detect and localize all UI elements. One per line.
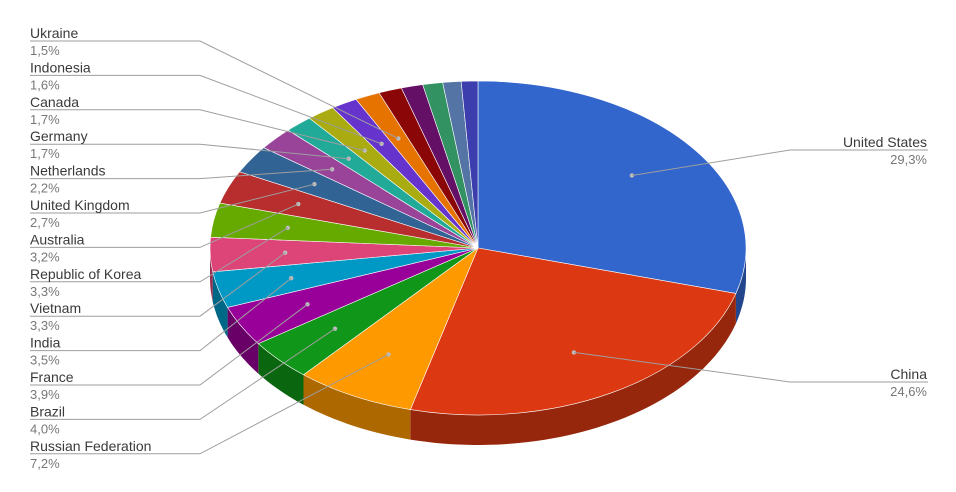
slice-value-germany: 1,7% — [30, 146, 60, 161]
pie-side-united-states — [735, 248, 746, 324]
slice-label-ukraine: Ukraine — [30, 25, 78, 41]
pie-side-india — [212, 271, 228, 338]
slice-value-india: 3,5% — [30, 353, 60, 368]
slice-label-germany: Germany — [30, 128, 88, 144]
leader-line-indonesia — [30, 74, 382, 145]
leader-line-netherlands — [30, 168, 333, 180]
pie-slice-china — [409, 247, 737, 416]
pie-slice-russian-federation — [302, 247, 479, 410]
slice-label-united-kingdom: United Kingdom — [30, 197, 130, 213]
slice-label-united-states: United States — [843, 134, 927, 150]
slice-label-australia: Australia — [30, 231, 85, 247]
slice-label-netherlands: Netherlands — [30, 163, 106, 179]
pie-side-france — [227, 307, 259, 374]
leader-line-russian-federation — [30, 354, 389, 455]
slice-value-australia: 3,2% — [30, 249, 60, 264]
slice-value-china: 24,6% — [890, 384, 927, 399]
leader-line-canada — [30, 109, 365, 152]
slice-label-brazil: Brazil — [30, 403, 65, 419]
leader-line-india — [30, 277, 292, 352]
leader-line-france — [30, 303, 308, 386]
slice-label-vietnam: Vietnam — [30, 300, 81, 316]
pie-depth-group — [210, 248, 746, 445]
leader-line-united-states — [631, 149, 928, 176]
slice-value-united-states: 29,3% — [890, 152, 927, 167]
slice-value-france: 3,9% — [30, 387, 60, 402]
pie-side-russian-federation — [303, 374, 411, 440]
slice-label-russian-federation: Russian Federation — [30, 438, 151, 454]
pie-slices-group — [209, 80, 747, 416]
slice-value-brazil: 4,0% — [30, 421, 60, 436]
slice-value-united-kingdom: 2,7% — [30, 215, 60, 230]
leader-line-ukraine — [30, 40, 399, 139]
leader-line-china — [573, 351, 928, 383]
slice-label-canada: Canada — [30, 94, 79, 110]
pie-side-brazil — [258, 343, 304, 405]
pie-slice-other-19 — [460, 80, 479, 249]
leader-line-united-kingdom — [30, 183, 315, 214]
slice-value-indonesia: 1,6% — [30, 77, 60, 92]
leader-line-vietnam — [30, 252, 286, 317]
slice-value-canada: 1,7% — [30, 112, 60, 127]
leader-line-germany — [30, 143, 349, 160]
labels-group: United States 29,3% China 24,6% Russian Fede… — [30, 25, 927, 471]
slice-label-indonesia: Indonesia — [30, 59, 91, 75]
slice-value-russian-federation: 7,2% — [30, 456, 60, 471]
slice-value-vietnam: 3,3% — [30, 318, 60, 333]
slice-label-france: France — [30, 369, 74, 385]
slice-value-ukraine: 1,5% — [30, 43, 60, 58]
slice-label-republic-of-korea: Republic of Korea — [30, 266, 142, 282]
slice-label-china: China — [890, 366, 927, 382]
pie-slice-united-states — [477, 80, 747, 294]
leader-lines-group — [30, 40, 928, 455]
pie-side-china — [410, 293, 736, 445]
leader-line-republic-of-korea — [30, 227, 289, 283]
label-anchor-dot-china — [571, 350, 577, 355]
slice-value-netherlands: 2,2% — [30, 181, 60, 196]
slice-value-republic-of-korea: 3,3% — [30, 284, 60, 299]
leader-line-australia — [30, 203, 299, 248]
slice-label-india: India — [30, 335, 61, 351]
leader-line-brazil — [30, 328, 336, 420]
